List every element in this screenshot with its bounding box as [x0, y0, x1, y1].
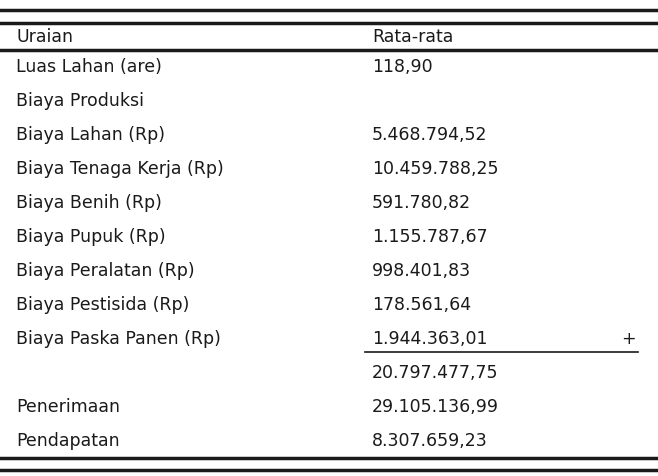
Text: Biaya Pestisida (Rp): Biaya Pestisida (Rp) — [16, 296, 190, 314]
Text: 998.401,83: 998.401,83 — [372, 262, 471, 280]
Text: 29.105.136,99: 29.105.136,99 — [372, 398, 499, 416]
Text: Biaya Paska Panen (Rp): Biaya Paska Panen (Rp) — [16, 330, 221, 348]
Text: 178.561,64: 178.561,64 — [372, 296, 471, 314]
Text: 1.155.787,67: 1.155.787,67 — [372, 228, 488, 246]
Text: Biaya Peralatan (Rp): Biaya Peralatan (Rp) — [16, 262, 195, 280]
Text: Luas Lahan (are): Luas Lahan (are) — [16, 58, 163, 76]
Text: 5.468.794,52: 5.468.794,52 — [372, 126, 488, 144]
Text: 591.780,82: 591.780,82 — [372, 194, 471, 212]
Text: 20.797.477,75: 20.797.477,75 — [372, 364, 498, 382]
Text: Biaya Pupuk (Rp): Biaya Pupuk (Rp) — [16, 228, 166, 246]
Text: 1.944.363,01: 1.944.363,01 — [372, 330, 488, 348]
Text: +: + — [621, 330, 636, 348]
Text: Pendapatan: Pendapatan — [16, 432, 120, 450]
Text: Biaya Lahan (Rp): Biaya Lahan (Rp) — [16, 126, 165, 144]
Text: Penerimaan: Penerimaan — [16, 398, 120, 416]
Text: Rata-rata: Rata-rata — [372, 28, 453, 46]
Text: Uraian: Uraian — [16, 28, 74, 46]
Text: Biaya Tenaga Kerja (Rp): Biaya Tenaga Kerja (Rp) — [16, 160, 224, 178]
Text: 8.307.659,23: 8.307.659,23 — [372, 432, 488, 450]
Text: 10.459.788,25: 10.459.788,25 — [372, 160, 498, 178]
Text: Biaya Benih (Rp): Biaya Benih (Rp) — [16, 194, 163, 212]
Text: 118,90: 118,90 — [372, 58, 432, 76]
Text: Biaya Produksi: Biaya Produksi — [16, 92, 145, 110]
